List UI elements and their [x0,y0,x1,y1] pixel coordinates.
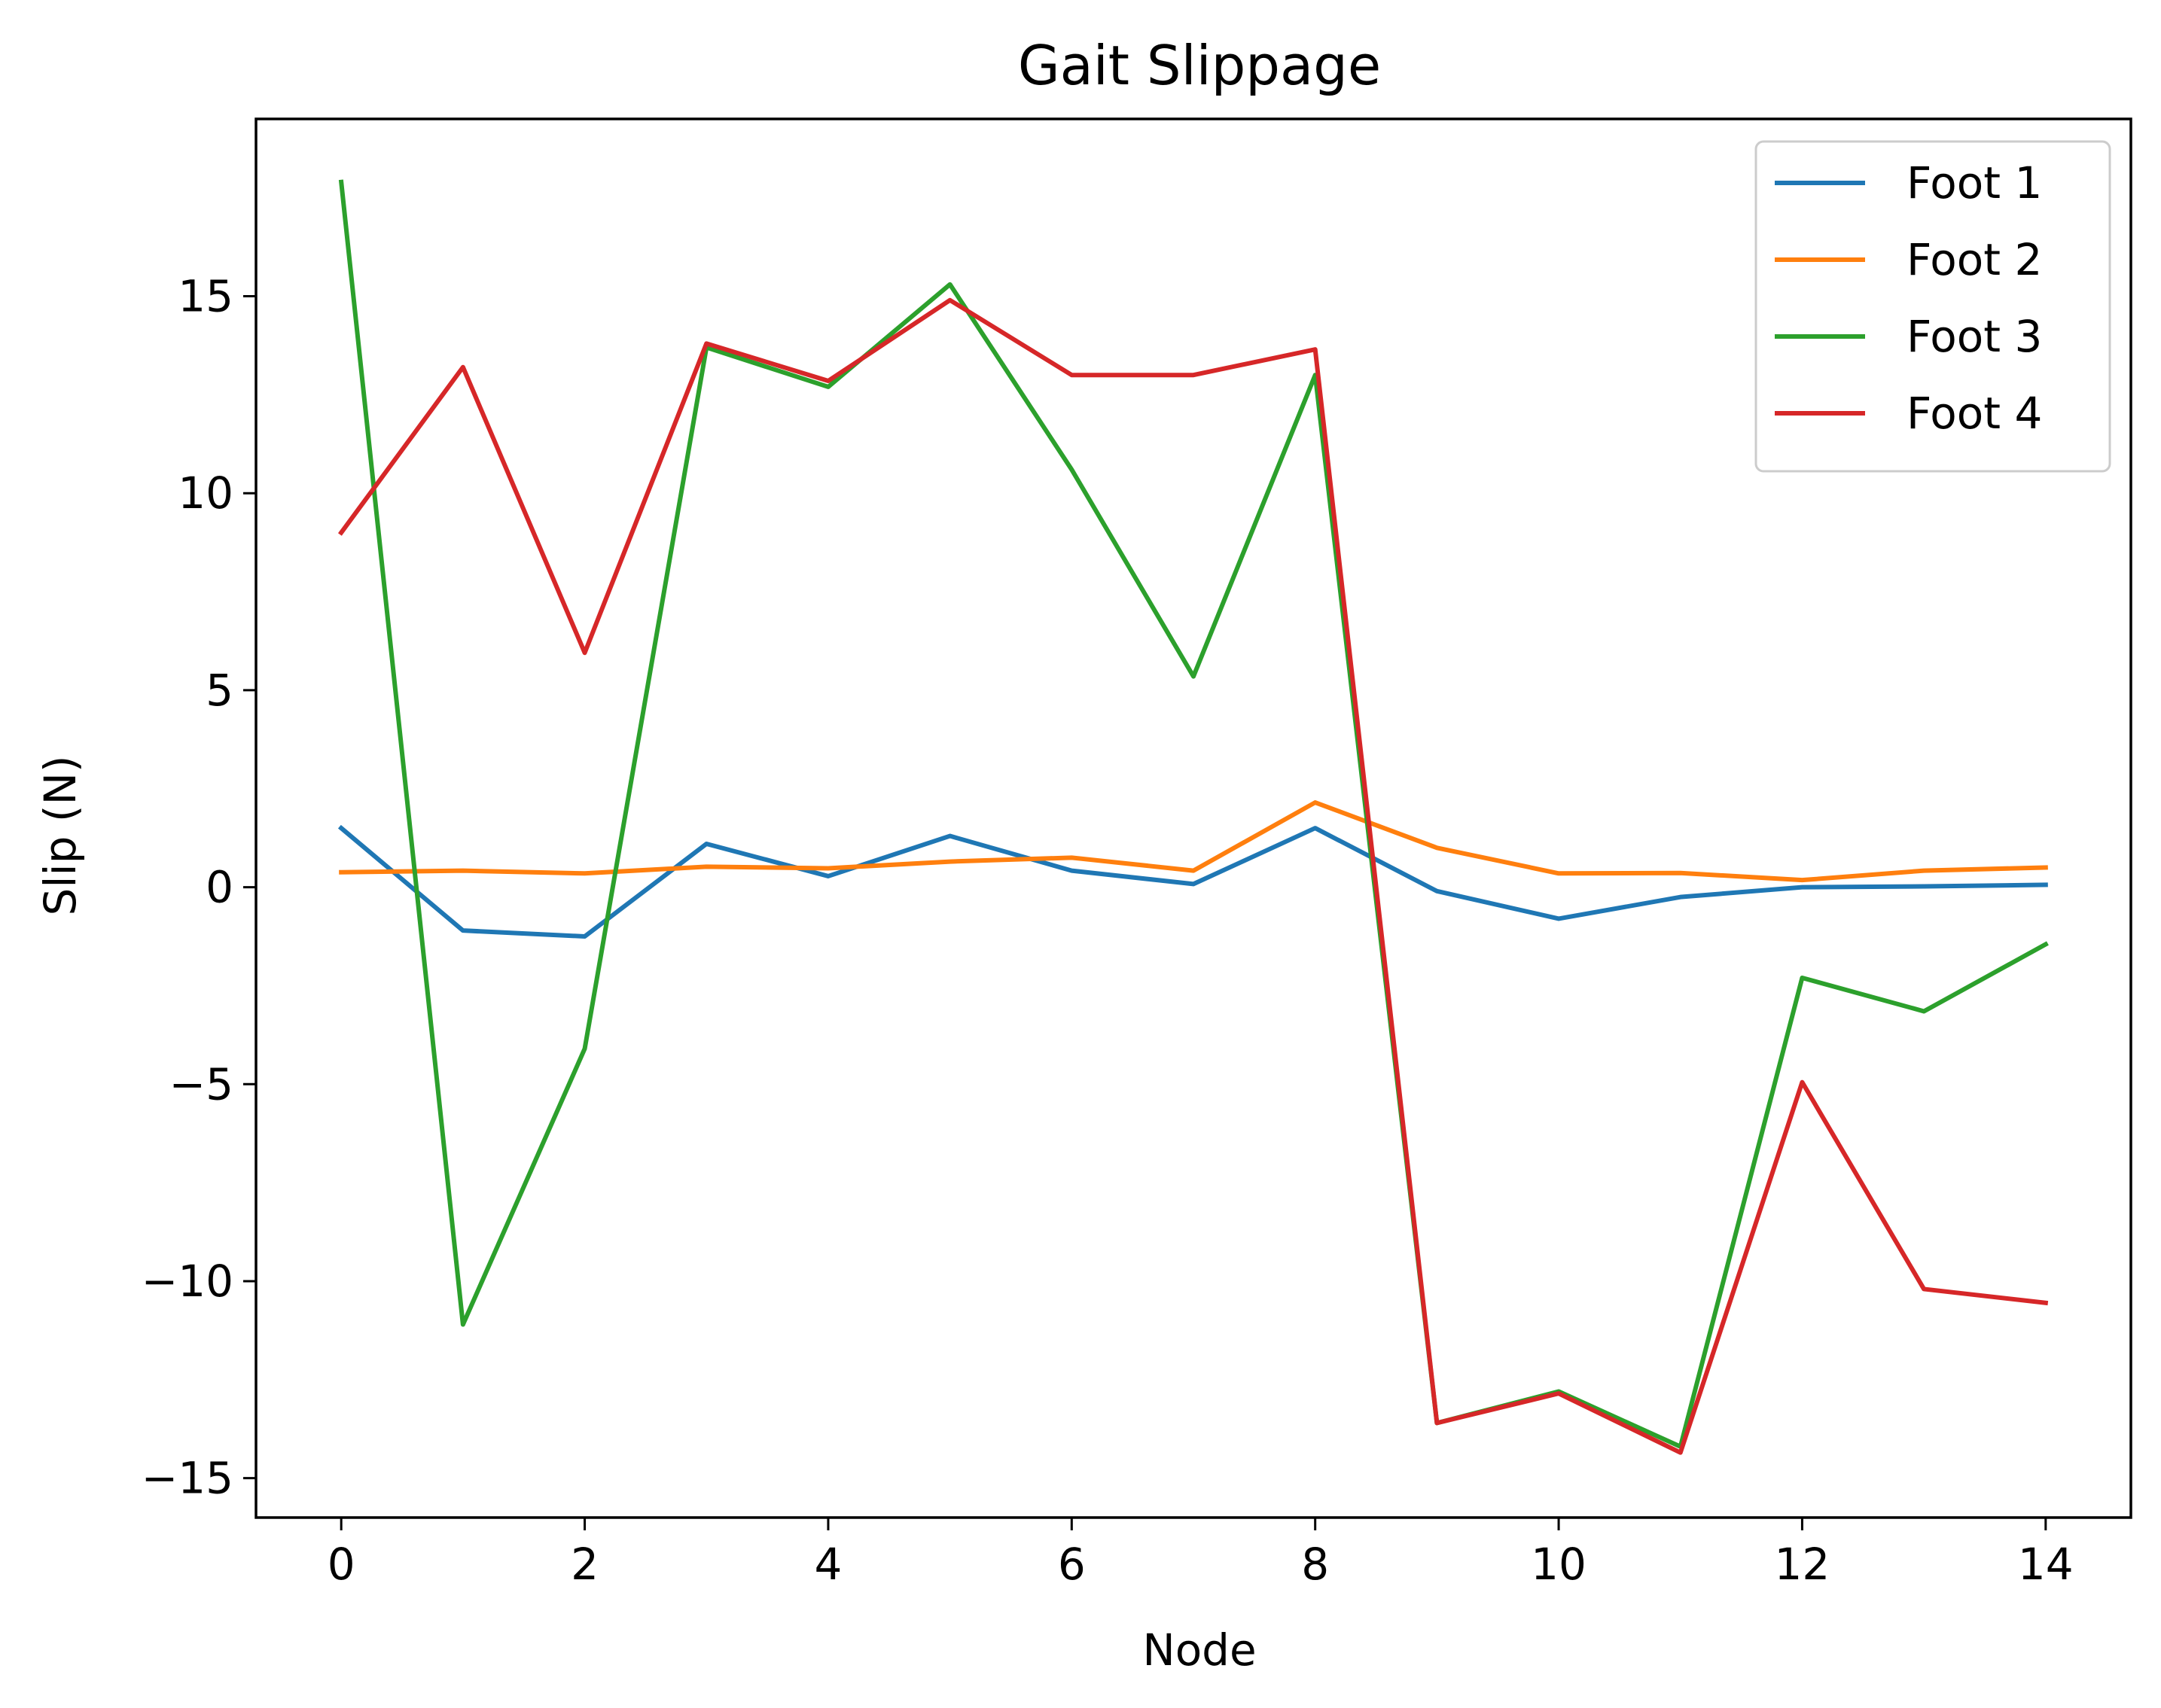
x-tick-label: 8 [1301,1539,1329,1590]
x-tick-label: 6 [1058,1539,1086,1590]
chart-title: Gait Slippage [1018,34,1381,97]
y-tick-label: −5 [169,1058,234,1110]
x-axis-label: Node [1142,1624,1256,1676]
legend-box [1754,140,2111,473]
legend-label: Foot 1 [1906,157,2042,209]
x-tick-label: 2 [571,1539,599,1590]
y-tick-label: 15 [178,271,233,322]
legend-label: Foot 2 [1906,234,2042,285]
y-axis-label: Slip (N) [35,756,86,916]
series-line-1 [337,824,2048,939]
legend: Foot 1 Foot 2 Foot 3 Foot 4 [1754,140,2111,473]
y-tick-label: −15 [142,1453,233,1504]
series-line-3 [338,179,2049,1449]
series-line-4 [337,297,2049,1455]
y-tick-label: 10 [178,467,233,519]
plot-frame [255,117,2132,1519]
y-tick-label: 0 [206,862,233,913]
y-tick-label: −10 [142,1256,233,1307]
x-tick-label: 10 [1531,1539,1586,1590]
x-tick-label: 0 [328,1539,355,1590]
x-tick-label: 4 [814,1539,842,1590]
x-tick-label: 12 [1775,1539,1830,1590]
legend-label: Foot 3 [1906,311,2042,362]
series-lines [337,179,2049,1455]
y-tick-label: 5 [206,665,233,716]
axis-ticks: 0 2 4 6 8 10 12 14 −15 −10 −5 0 5 10 15 [142,271,2074,1590]
x-tick-label: 14 [2018,1539,2074,1590]
legend-label: Foot 4 [1906,388,2042,439]
series-line-2 [339,800,2048,883]
